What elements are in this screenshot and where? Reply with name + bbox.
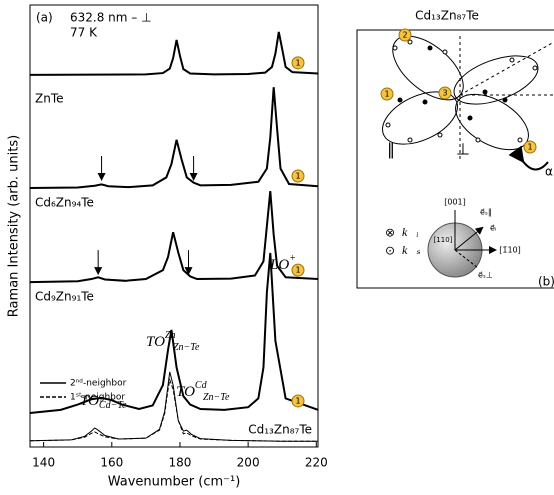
perp-label: ⊥ <box>456 140 470 159</box>
panel-b: Cd₁₃Zn₈₇Te 2 1 3 <box>356 9 554 289</box>
spectrum <box>29 87 319 189</box>
point <box>467 115 473 121</box>
marker-text: 1 <box>295 266 300 275</box>
annotation-sup: Zn <box>165 330 176 341</box>
panel-b-title: Cd₁₃Zn₈₇Te <box>415 9 479 23</box>
ei-label: e⃗ᵢ <box>490 224 496 233</box>
dir-label: [001] <box>444 198 466 207</box>
marker-circle <box>438 86 452 100</box>
annotation-sub: Zn−Te <box>173 342 200 353</box>
es-par-label: e⃗ₛ‖ <box>480 208 492 217</box>
point <box>427 45 433 51</box>
panel-label: (a) <box>36 11 53 25</box>
x-axis-label: Wavenumber (cm⁻¹) <box>108 475 241 490</box>
x-tick-label: 140 <box>32 456 55 470</box>
ks-label: k⃗ₛ <box>402 243 421 257</box>
dir-label: [110] <box>434 236 453 244</box>
annotation-sup: + <box>289 253 296 264</box>
y-axis-label: Raman Intensity (arb. units) <box>7 135 22 317</box>
annotation-sup: Cd <box>195 380 208 391</box>
point <box>407 39 413 45</box>
spectrum <box>29 31 319 76</box>
es-perp-label: e⃗ₛ⊥ <box>478 271 493 280</box>
polar-points <box>385 39 538 143</box>
ei-arrow <box>454 226 484 251</box>
spectrum <box>29 252 319 414</box>
peak-annotation: LO+ <box>269 253 296 273</box>
point <box>475 137 481 143</box>
point <box>517 137 523 143</box>
circled-markers: 2 1 3 1 <box>380 28 537 154</box>
spectrum <box>29 377 318 442</box>
series-label: ZnTe <box>35 92 64 106</box>
x-tick-label: 160 <box>100 456 123 470</box>
ki-label: k⃗ᵢ <box>402 225 419 239</box>
point <box>422 99 428 105</box>
annotation-main: TO <box>176 384 195 400</box>
annotation-main: TO <box>146 334 165 350</box>
odot: ⊙ <box>385 244 395 258</box>
temperature-label: 77 K <box>70 26 98 40</box>
legend-label: 2ⁿᵈ-neighbor <box>70 379 127 389</box>
series-label: Cd₁₃Zn₈₇Te <box>248 423 312 437</box>
point <box>502 97 508 103</box>
x-tick-label: 180 <box>169 456 192 470</box>
marker-text: 1 <box>295 171 300 180</box>
point <box>385 122 391 128</box>
marker-circle <box>380 87 394 101</box>
annotation-main: LO <box>269 257 289 273</box>
x-tick-label: 200 <box>237 456 260 470</box>
x-tick-label: 220 <box>305 456 328 470</box>
point <box>407 137 413 143</box>
angle-label: α <box>545 165 553 179</box>
parallel-label: ‖ <box>387 140 395 159</box>
peak-annotation: TOZn Zn−Te <box>146 330 200 353</box>
point <box>437 132 443 138</box>
marker-circle <box>291 56 305 70</box>
legend-label: 1ˢᵗ-neighbor <box>70 393 125 403</box>
lobe <box>382 91 458 145</box>
panel-b-label: (b) <box>538 275 554 289</box>
marker-text: 1 <box>295 396 300 405</box>
marker-text: 2 <box>402 31 407 40</box>
marker-text: 3 <box>442 89 447 98</box>
peak-annotation: TOCd−Te <box>80 393 127 411</box>
marker-circle <box>291 169 305 183</box>
marker-circle <box>291 263 305 277</box>
annotation-sub: Zn−Te <box>203 392 230 403</box>
panel-b-frame <box>356 29 554 289</box>
point <box>392 45 398 51</box>
marker-text: 1 <box>527 143 532 152</box>
series-label: Cd₉Zn₉₁Te <box>35 290 94 304</box>
point <box>442 49 448 55</box>
laser-label: 632.8 nm – ⊥ <box>70 11 152 25</box>
annotation-sub: Cd−Te <box>99 400 127 411</box>
polar-axes <box>459 36 554 160</box>
point <box>532 65 538 71</box>
rotation-arrow <box>508 145 549 171</box>
peak-annotation: TOCd Zn−Te <box>176 380 230 403</box>
point <box>482 89 488 95</box>
marker-text: 1 <box>384 90 389 99</box>
otimes: ⊗ <box>385 226 395 240</box>
series-label: Cd₆Zn₉₄Te <box>35 196 94 210</box>
spectrum <box>29 190 319 284</box>
point <box>397 97 403 103</box>
annotation-main: TO <box>80 393 99 409</box>
marker-circle <box>291 394 305 408</box>
marker-circle <box>398 28 412 42</box>
marker-text: 1 <box>295 58 300 67</box>
plot-frame <box>29 4 319 448</box>
dir-label: [1̄10] <box>499 246 521 255</box>
polar-lobes <box>382 35 539 151</box>
spectrum <box>29 371 318 442</box>
point <box>509 57 515 63</box>
